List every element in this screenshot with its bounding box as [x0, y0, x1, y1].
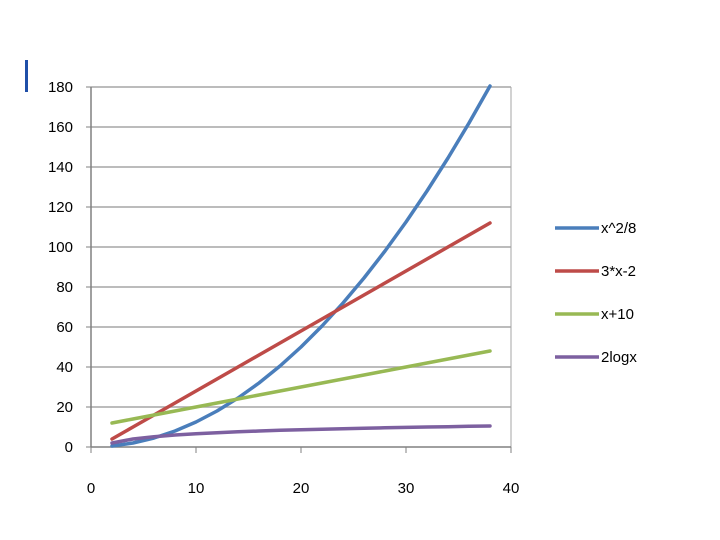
x-tick-label: 10: [188, 480, 205, 497]
series-line: [110, 84, 492, 448]
y-tick-label: 140: [48, 159, 73, 176]
legend-label: 2logx: [601, 349, 637, 366]
legend-label: x+10: [601, 306, 634, 323]
series-line: [110, 221, 492, 441]
x-tick-label: 30: [398, 480, 415, 497]
y-tick-label: 40: [56, 359, 73, 376]
y-tick-label: 120: [48, 199, 73, 216]
legend-label: 3*x-2: [601, 263, 636, 280]
series-line: [110, 349, 492, 425]
y-tick-label: 80: [56, 279, 73, 296]
x-tick-labels: 0 10 20 30 40: [87, 480, 520, 497]
y-tick-label: 160: [48, 119, 73, 136]
axes: [86, 86, 512, 453]
y-tick-label: 0: [65, 439, 73, 456]
x-tick-label: 0: [87, 480, 95, 497]
y-tick-label: 60: [56, 319, 73, 336]
x-tick-label: 20: [293, 480, 310, 497]
x-tick-label: 40: [503, 480, 520, 497]
series-line: [110, 424, 492, 445]
legend: x^2/8 3*x-2 x+10 2logx: [555, 220, 637, 366]
series-lines: [110, 84, 492, 448]
y-tick-labels: 0 20 40 60 80 100 120 140 160 180: [48, 79, 73, 456]
y-tick-label: 100: [48, 239, 73, 256]
y-tick-label: 20: [56, 399, 73, 416]
legend-label: x^2/8: [601, 220, 636, 237]
y-tick-label: 180: [48, 79, 73, 96]
title-accent-bar: [25, 60, 28, 92]
